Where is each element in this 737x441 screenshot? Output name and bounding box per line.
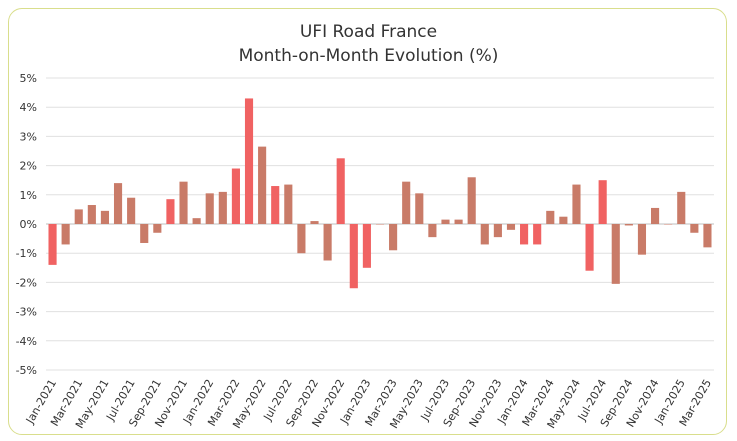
bar <box>336 158 345 224</box>
bar <box>415 193 424 224</box>
y-tick-label: 0% <box>20 218 37 231</box>
bar <box>179 181 188 224</box>
bar <box>192 218 201 224</box>
y-tick-label: 4% <box>20 101 37 114</box>
bar <box>153 224 162 233</box>
bar <box>533 224 542 245</box>
bar <box>61 224 70 245</box>
bar <box>271 186 280 224</box>
y-tick-label: -2% <box>16 276 37 289</box>
bar <box>297 224 306 254</box>
bar <box>389 224 398 251</box>
bar <box>506 224 516 230</box>
bar <box>546 210 555 224</box>
y-tick-label: -4% <box>16 335 37 348</box>
bar <box>598 180 607 224</box>
bar <box>244 98 254 224</box>
bar <box>650 207 660 224</box>
chart-title-line-2: Month-on-Month Evolution (%) <box>238 46 499 66</box>
bar <box>690 224 699 233</box>
bar <box>520 224 529 245</box>
bar <box>454 219 463 224</box>
y-tick-label: -5% <box>16 364 37 377</box>
bar <box>559 216 568 224</box>
bar <box>166 199 175 224</box>
chart-title-line-1: UFI Road France <box>299 22 438 42</box>
y-tick-label: 3% <box>20 130 37 143</box>
bar <box>231 168 240 224</box>
bar <box>428 224 437 238</box>
bar <box>127 197 136 224</box>
bar <box>637 224 647 255</box>
y-tick-label: -3% <box>16 306 37 319</box>
bar <box>349 224 358 289</box>
y-tick-label: 2% <box>20 160 37 173</box>
bar <box>100 210 110 224</box>
bar <box>703 224 712 248</box>
bar <box>48 224 57 265</box>
bar <box>140 224 149 243</box>
bar <box>310 221 319 224</box>
bar <box>441 219 450 224</box>
y-tick-label: 5% <box>20 72 37 85</box>
bar <box>611 224 620 284</box>
bar <box>323 224 332 261</box>
bar <box>402 181 411 224</box>
y-tick-label: 1% <box>20 189 37 202</box>
bar <box>493 224 502 238</box>
bar <box>572 184 581 224</box>
bar <box>362 224 371 268</box>
bar <box>375 224 385 225</box>
y-tick-label: -1% <box>16 247 37 260</box>
bar <box>624 224 633 226</box>
bar <box>87 205 96 224</box>
bar <box>205 193 214 224</box>
bar <box>258 146 267 224</box>
bar <box>664 224 673 225</box>
bar <box>218 191 227 224</box>
bar <box>585 224 594 271</box>
bar <box>467 177 476 224</box>
bar <box>74 209 83 224</box>
bar <box>113 183 123 224</box>
bar <box>480 224 489 245</box>
bar <box>284 184 293 224</box>
bar <box>677 191 686 224</box>
